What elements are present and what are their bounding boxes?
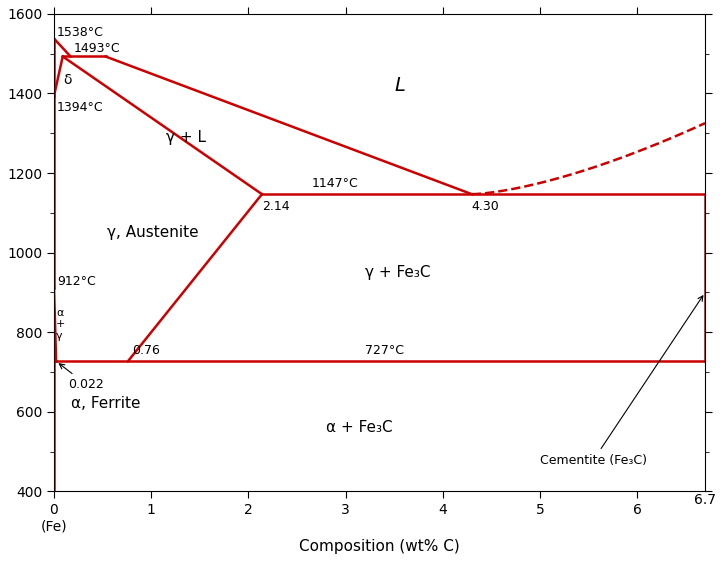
Text: 2.14: 2.14 bbox=[262, 200, 290, 213]
X-axis label: Composition (wt% C): Composition (wt% C) bbox=[299, 539, 460, 554]
Text: γ, Austenite: γ, Austenite bbox=[108, 226, 199, 240]
Text: α, Ferrite: α, Ferrite bbox=[72, 397, 141, 411]
Text: 1493°C: 1493°C bbox=[74, 42, 120, 56]
Text: 912°C: 912°C bbox=[57, 275, 95, 288]
Text: γ + Fe₃C: γ + Fe₃C bbox=[365, 265, 430, 280]
Text: 1147°C: 1147°C bbox=[312, 177, 359, 190]
Text: 1538°C: 1538°C bbox=[57, 26, 104, 39]
Text: α + Fe₃C: α + Fe₃C bbox=[326, 420, 393, 435]
Text: Cementite (Fe₃C): Cementite (Fe₃C) bbox=[540, 296, 703, 467]
Text: 6.7: 6.7 bbox=[694, 493, 716, 507]
Text: 0.76: 0.76 bbox=[132, 344, 160, 357]
Text: α
+
γ: α + γ bbox=[56, 308, 65, 341]
Text: γ + L: γ + L bbox=[166, 130, 206, 145]
Text: 727°C: 727°C bbox=[365, 344, 404, 357]
Text: δ: δ bbox=[64, 72, 72, 86]
Text: 0.022: 0.022 bbox=[59, 364, 104, 391]
Text: 1394°C: 1394°C bbox=[57, 102, 103, 114]
Text: $L$: $L$ bbox=[394, 76, 406, 95]
Text: 4.30: 4.30 bbox=[472, 200, 500, 213]
